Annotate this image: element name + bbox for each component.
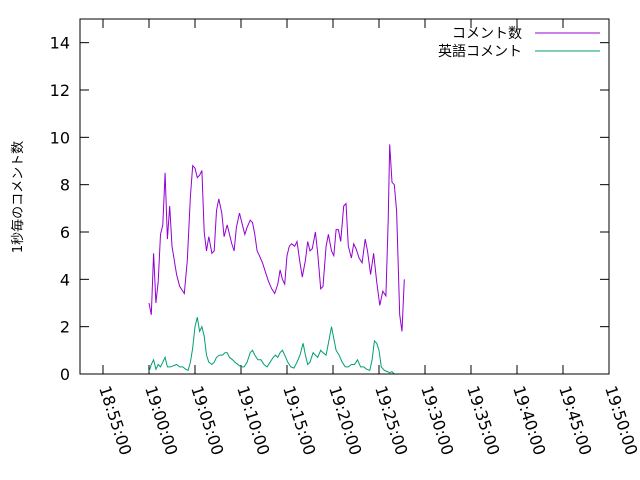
y-ticks: 0 2 4 6 8 10 12 14 — [50, 34, 609, 384]
legend-label-1: 英語コメント — [438, 43, 522, 60]
y-tick-label: 0 — [60, 365, 70, 384]
y-tick-label: 10 — [50, 128, 70, 147]
y-tick-label: 6 — [60, 223, 70, 242]
y-tick-label: 14 — [50, 34, 70, 53]
y-tick-label: 2 — [60, 318, 70, 337]
y-axis-label: 1秒毎のコメント数 — [10, 141, 26, 253]
series-group — [148, 144, 405, 375]
y-tick-label: 12 — [50, 81, 70, 100]
plot-frame — [79, 18, 610, 375]
y-tick-label: 8 — [60, 176, 70, 195]
y-tick-label: 4 — [60, 270, 70, 289]
series-line-1 — [148, 317, 395, 375]
series-line-0 — [148, 144, 405, 332]
legend-label-0: コメント数 — [452, 26, 522, 42]
